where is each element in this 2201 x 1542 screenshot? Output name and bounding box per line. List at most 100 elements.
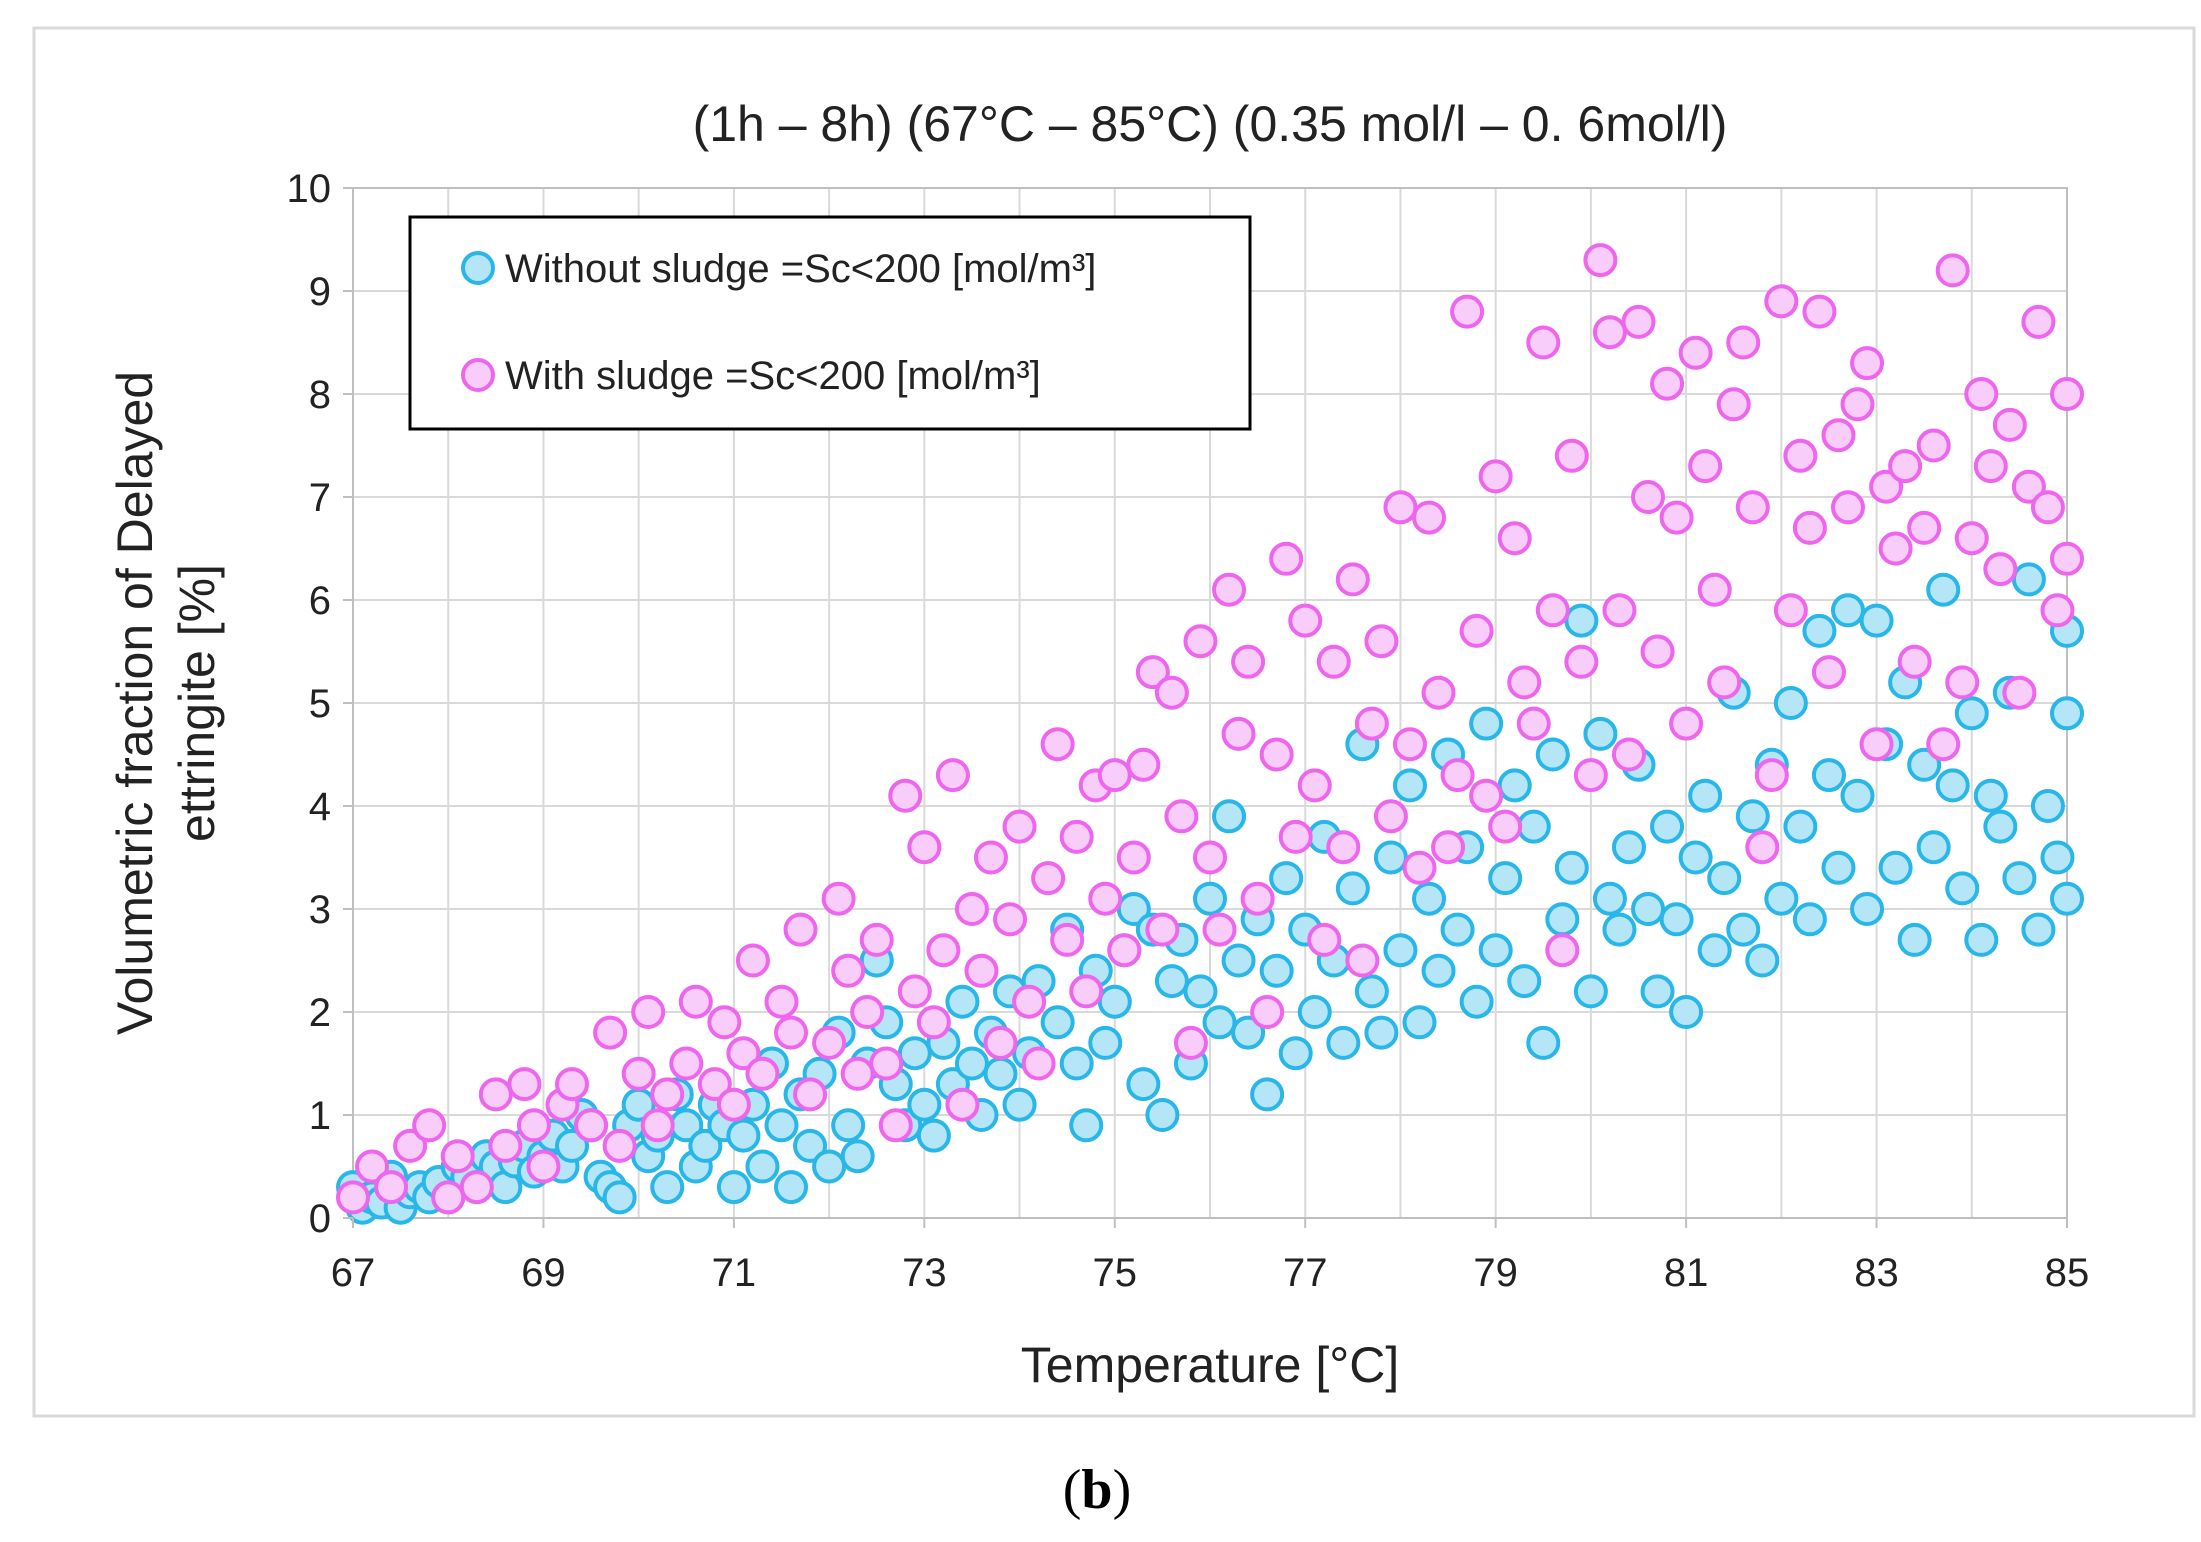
- y-axis-title: Volumetric fraction of Delayed ettringit…: [107, 371, 225, 1035]
- point-with-sludge: [697, 1067, 732, 1102]
- point-with-sludge: [1440, 758, 1475, 793]
- point-without-sludge: [983, 1056, 1018, 1091]
- legend-box: [408, 215, 1252, 431]
- legend-label-without-sludge: Without sludge =Sc<200 [mol/m³]: [505, 247, 1096, 291]
- point-with-sludge: [1021, 1046, 1056, 1081]
- point-with-sludge: [2030, 490, 2065, 525]
- point-with-sludge: [1621, 304, 1656, 339]
- point-with-sludge: [859, 922, 894, 957]
- point-without-sludge: [1383, 933, 1418, 968]
- point-with-sludge: [431, 1180, 466, 1215]
- point-with-sludge: [478, 1077, 513, 1112]
- point-with-sludge: [1602, 593, 1637, 628]
- point-without-sludge: [1421, 953, 1456, 988]
- point-without-sludge: [1745, 943, 1780, 978]
- point-with-sludge: [1383, 490, 1418, 525]
- point-with-sludge: [926, 933, 961, 968]
- point-with-sludge: [1164, 799, 1199, 834]
- point-without-sludge: [1507, 964, 1542, 999]
- point-with-sludge: [1716, 387, 1751, 422]
- point-with-sludge: [1564, 644, 1599, 679]
- point-with-sludge: [1345, 943, 1380, 978]
- point-with-sludge: [1859, 727, 1894, 762]
- legend-marker-with-sludge: [461, 358, 495, 392]
- point-without-sludge: [1878, 850, 1913, 885]
- point-with-sludge: [2050, 377, 2084, 411]
- point-with-sludge: [1364, 624, 1399, 659]
- point-with-sludge: [516, 1108, 551, 1143]
- point-without-sludge: [1116, 892, 1151, 926]
- point-with-sludge: [1288, 603, 1323, 638]
- point-without-sludge: [1126, 1067, 1161, 1102]
- point-with-sludge: [1459, 613, 1494, 648]
- point-with-sludge: [831, 953, 866, 988]
- point-without-sludge: [1650, 809, 1685, 844]
- point-without-sludge: [1802, 613, 1837, 648]
- panel-label: (b): [1063, 1459, 1131, 1521]
- point-without-sludge: [1726, 912, 1761, 947]
- point-with-sludge: [355, 1149, 390, 1184]
- point-with-sludge: [1069, 974, 1104, 1009]
- point-with-sludge: [1202, 912, 1237, 947]
- point-without-sludge: [1935, 768, 1970, 803]
- point-without-sludge: [793, 1128, 828, 1163]
- point-with-sludge: [1669, 706, 1704, 741]
- point-with-sludge: [1840, 387, 1875, 422]
- point-without-sludge: [1954, 696, 1989, 731]
- point-with-sludge: [1059, 819, 1094, 854]
- y-axis-title-line1: Volumetric fraction of Delayed: [107, 371, 163, 1035]
- point-with-sludge: [1992, 407, 2027, 442]
- point-with-sludge: [1964, 377, 1999, 411]
- point-with-sludge: [1507, 665, 1542, 700]
- point-with-sludge: [1183, 624, 1218, 659]
- point-with-sludge: [1688, 449, 1723, 484]
- point-with-sludge: [488, 1128, 523, 1163]
- legend-marker-without-sludge: [461, 251, 495, 285]
- point-without-sludge: [1973, 778, 2008, 813]
- point-with-sludge: [669, 1046, 704, 1081]
- point-without-sludge: [1611, 830, 1646, 865]
- point-with-sludge: [793, 1077, 828, 1112]
- point-with-sludge: [1650, 366, 1685, 401]
- point-with-sludge: [1193, 840, 1227, 875]
- point-with-sludge: [1250, 995, 1285, 1029]
- point-without-sludge: [1573, 974, 1608, 1009]
- point-with-sludge: [374, 1170, 409, 1205]
- point-with-sludge: [1850, 346, 1885, 381]
- point-with-sludge: [1764, 284, 1799, 319]
- point-with-sludge: [459, 1170, 494, 1205]
- point-with-sludge: [850, 995, 885, 1029]
- point-with-sludge: [1754, 758, 1789, 793]
- point-without-sludge: [1830, 593, 1865, 628]
- point-without-sludge: [1088, 1025, 1123, 1060]
- point-with-sludge: [973, 840, 1008, 875]
- point-without-sludge: [764, 1108, 799, 1143]
- point-without-sludge: [1564, 603, 1599, 638]
- point-without-sludge: [1840, 778, 1875, 813]
- point-with-sludge: [1373, 799, 1408, 834]
- point-with-sludge: [1335, 562, 1370, 597]
- point-with-sludge: [526, 1149, 561, 1184]
- point-without-sludge: [1326, 1025, 1361, 1060]
- point-without-sludge: [1554, 850, 1589, 885]
- point-with-sludge: [1488, 809, 1523, 844]
- point-with-sludge: [1259, 737, 1294, 772]
- point-with-sludge: [1897, 644, 1932, 679]
- point-with-sludge: [555, 1067, 590, 1102]
- point-with-sludge: [393, 1128, 428, 1163]
- point-with-sludge: [1888, 449, 1923, 484]
- point-without-sludge: [1278, 1036, 1313, 1071]
- y-tick-label: 6: [309, 579, 331, 623]
- y-tick-label: 0: [309, 1197, 331, 1241]
- point-with-sludge: [897, 974, 932, 1009]
- point-with-sludge: [916, 1005, 951, 1040]
- point-without-sludge: [907, 1087, 942, 1122]
- point-with-sludge: [1640, 634, 1675, 669]
- point-with-sludge: [1431, 830, 1466, 865]
- point-with-sludge: [1469, 778, 1504, 813]
- point-without-sludge: [897, 1036, 932, 1071]
- y-tick-label: 9: [309, 270, 331, 314]
- point-without-sludge: [1773, 686, 1808, 720]
- point-without-sludge: [954, 1046, 989, 1081]
- point-with-sludge: [1954, 521, 1989, 556]
